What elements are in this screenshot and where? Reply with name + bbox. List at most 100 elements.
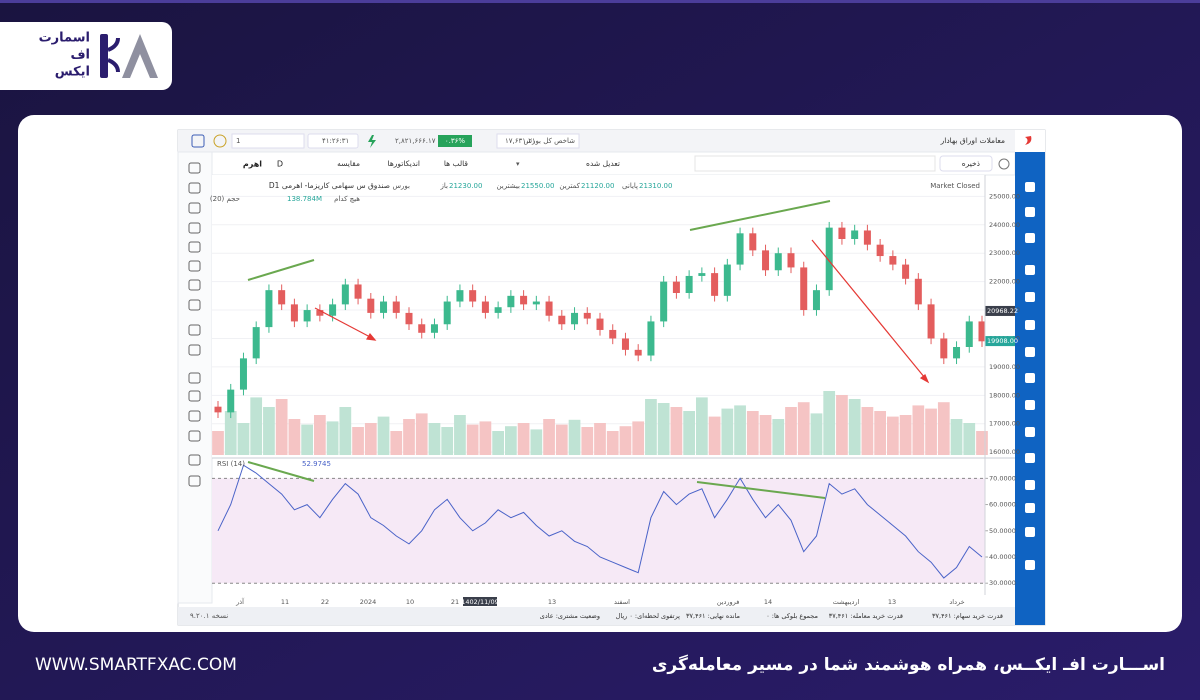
save-button[interactable] bbox=[939, 155, 993, 172]
volume-bar bbox=[454, 415, 466, 455]
legend-label: پایانی bbox=[622, 182, 638, 190]
tool-icon[interactable] bbox=[188, 390, 201, 402]
tool-icon[interactable] bbox=[188, 475, 201, 487]
bell-icon[interactable] bbox=[213, 134, 227, 148]
candle-body bbox=[762, 250, 770, 271]
candle-body bbox=[723, 264, 731, 296]
candle-body bbox=[609, 329, 617, 339]
candle-body bbox=[965, 321, 973, 347]
candle-body bbox=[252, 327, 260, 359]
volume-bar bbox=[568, 419, 581, 455]
sidebar-icon[interactable] bbox=[1025, 347, 1035, 357]
volume-ma: هیچ کدام bbox=[334, 195, 360, 203]
adjusted-label[interactable]: تعدیل شده bbox=[586, 159, 620, 168]
sidebar-icon[interactable] bbox=[1025, 233, 1035, 243]
candle-body bbox=[520, 295, 528, 305]
settings-icon[interactable] bbox=[998, 158, 1010, 170]
sidebar-icon[interactable] bbox=[1025, 292, 1035, 302]
tool-icon[interactable] bbox=[188, 324, 201, 336]
sidebar-icon[interactable] bbox=[1025, 207, 1035, 217]
tool-icon[interactable] bbox=[188, 344, 201, 356]
volume-bar bbox=[823, 391, 836, 455]
templates-label[interactable]: قالب ها bbox=[444, 159, 469, 168]
volume-bar bbox=[263, 407, 275, 455]
interval-label[interactable]: D bbox=[277, 160, 283, 169]
legend-label: بیشترین bbox=[496, 182, 520, 190]
price-marker-label: 19908.00 bbox=[987, 337, 1018, 345]
sidebar-icon[interactable] bbox=[1025, 427, 1035, 437]
candle-body bbox=[418, 324, 426, 333]
volume-bar bbox=[721, 408, 734, 455]
candle-body bbox=[545, 301, 553, 316]
sidebar-icon[interactable] bbox=[1025, 182, 1035, 192]
index-change: ۰.۳۶% bbox=[445, 137, 466, 145]
sidebar-icon[interactable] bbox=[1025, 400, 1035, 410]
volume-bar bbox=[339, 407, 352, 455]
tool-icon[interactable] bbox=[188, 410, 201, 422]
compare-label[interactable]: مقایسه bbox=[337, 159, 360, 168]
indicators-label[interactable]: اندیکاتورها bbox=[388, 159, 420, 168]
tool-icon[interactable] bbox=[188, 260, 201, 272]
tool-icon[interactable] bbox=[188, 162, 201, 174]
candle-body bbox=[749, 233, 757, 251]
sidebar-icon[interactable] bbox=[1025, 320, 1035, 330]
sidebar-icon[interactable] bbox=[1025, 527, 1035, 537]
volume-bar bbox=[364, 423, 377, 455]
volume-bar bbox=[632, 421, 645, 455]
x-tick-label: اردیبهشت bbox=[833, 598, 860, 606]
legend-value: 21550.00 bbox=[521, 182, 554, 190]
sidebar-icon[interactable] bbox=[1025, 503, 1035, 513]
tool-icon[interactable] bbox=[188, 430, 201, 442]
x-tick-label: 1402/11/09 bbox=[461, 598, 498, 606]
tool-icon[interactable] bbox=[188, 299, 201, 311]
tool-icon[interactable] bbox=[188, 372, 201, 384]
status-item: قدرت خرید معامله: ۳۷,۴۶۱ bbox=[829, 612, 903, 620]
dropdown-arrow[interactable]: ▾ bbox=[516, 160, 520, 168]
sidebar-icon[interactable] bbox=[1025, 560, 1035, 570]
sidebar-icon[interactable] bbox=[1025, 373, 1035, 383]
x-tick-label: 22 bbox=[321, 598, 329, 606]
index-points: ۲,۸۲۱,۶۶۶.۱۷ bbox=[395, 137, 436, 145]
sidebar-icon[interactable] bbox=[1025, 453, 1035, 463]
y-tick-label: 22000.00 bbox=[989, 278, 1020, 286]
top-strip bbox=[0, 0, 1200, 3]
symbol-label[interactable]: اهرم bbox=[243, 160, 262, 169]
candle-body bbox=[889, 256, 897, 265]
candle-body bbox=[596, 318, 604, 330]
volume-bar bbox=[836, 395, 848, 455]
volume-bar bbox=[619, 426, 632, 455]
volume-bar bbox=[224, 411, 237, 455]
y-tick-label: 40.0000 bbox=[989, 553, 1016, 561]
candle-body bbox=[278, 290, 286, 305]
candle-body bbox=[851, 230, 859, 239]
candle-body bbox=[672, 281, 680, 293]
volume-bar bbox=[899, 415, 912, 455]
tool-icon[interactable] bbox=[188, 222, 201, 234]
volume-bar bbox=[683, 411, 695, 455]
tool-icon[interactable] bbox=[188, 182, 201, 194]
y-tick-label: 24000.00 bbox=[989, 221, 1020, 229]
status-item: پرتفوی لحظه‌ای: ۰ ریال bbox=[616, 612, 681, 620]
sidebar-icon[interactable] bbox=[1025, 480, 1035, 490]
volume-bar bbox=[645, 399, 657, 455]
version: نسخه ۹.۲۰.۱ bbox=[190, 612, 228, 620]
candle-body bbox=[711, 273, 719, 296]
candle-body bbox=[469, 290, 477, 302]
clock: ۴۱:۲۶:۳۱ bbox=[322, 137, 349, 145]
sidebar-icon[interactable] bbox=[1025, 265, 1035, 275]
y-tick-label: 25000.00 bbox=[989, 192, 1020, 200]
search-box[interactable] bbox=[231, 133, 305, 149]
status-item: وضعیت مشتری: عادی bbox=[540, 612, 600, 620]
x-tick-label: 14 bbox=[764, 598, 772, 606]
tool-icon[interactable] bbox=[188, 279, 201, 291]
tool-icon[interactable] bbox=[188, 241, 201, 253]
candle-body bbox=[532, 301, 540, 305]
volume-bar bbox=[746, 411, 759, 455]
tool-icon[interactable] bbox=[188, 454, 201, 466]
candle-body bbox=[341, 284, 349, 305]
tool-icon[interactable] bbox=[188, 202, 201, 214]
price-marker bbox=[985, 336, 1015, 347]
exit-icon[interactable] bbox=[191, 134, 205, 148]
app-title: معاملات اوراق بهادار bbox=[940, 136, 1005, 145]
